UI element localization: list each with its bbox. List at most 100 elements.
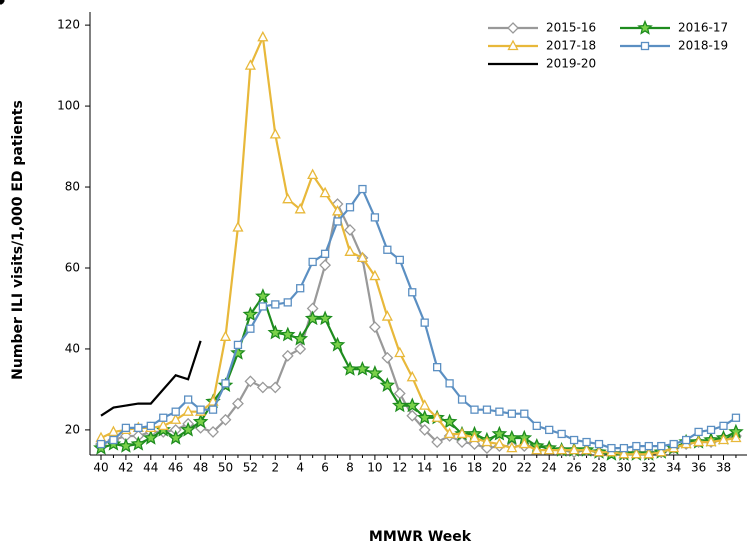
point [134, 423, 143, 433]
point [406, 409, 419, 422]
x-tick-label: 12 [392, 461, 407, 475]
point [381, 351, 394, 364]
point [618, 447, 630, 459]
point [395, 255, 404, 265]
x-tick-label: 22 [517, 461, 532, 475]
point [344, 224, 356, 236]
point [379, 377, 396, 392]
point [192, 413, 209, 429]
x-axis-title: MMWR Week [369, 529, 472, 545]
point [207, 426, 219, 438]
point [706, 425, 716, 435]
x-tick-label: 50 [218, 461, 233, 475]
point [493, 437, 505, 449]
point [208, 405, 218, 414]
point [393, 387, 406, 400]
point [406, 370, 418, 382]
point [431, 436, 444, 448]
point [481, 435, 493, 447]
y-tick-label: 40 [65, 341, 80, 355]
point [182, 405, 194, 416]
point [281, 349, 294, 362]
legend-label: 2016-17 [678, 21, 728, 35]
point [242, 306, 259, 322]
point [255, 288, 271, 304]
point [394, 346, 406, 358]
point [669, 439, 678, 449]
point [717, 433, 730, 445]
point [408, 288, 417, 297]
point [441, 413, 458, 429]
point [543, 443, 555, 455]
point [369, 269, 381, 281]
legend-marker [637, 19, 653, 35]
y-axis-title: Number ILI visits/1,000 ED patients [10, 100, 26, 380]
series-line [100, 340, 202, 417]
point [219, 413, 232, 426]
point [219, 330, 232, 341]
point [280, 326, 296, 342]
point [456, 427, 468, 439]
x-tick-label: 10 [367, 461, 382, 475]
point [159, 413, 168, 422]
x-tick-label: 40 [93, 461, 108, 475]
point [320, 249, 330, 258]
point [170, 413, 182, 424]
point [304, 310, 321, 326]
point [118, 437, 134, 453]
point [404, 397, 421, 413]
x-tick-label: 32 [641, 461, 656, 475]
point [167, 429, 184, 445]
point [368, 321, 381, 334]
x-tick-label: 28 [591, 461, 606, 475]
point [491, 425, 508, 441]
point [719, 421, 728, 431]
point [143, 429, 159, 445]
point [457, 395, 467, 404]
point [381, 310, 393, 321]
legend-label: 2017-18 [546, 39, 596, 53]
point [556, 443, 568, 455]
point [232, 397, 244, 410]
point [694, 427, 703, 437]
point [593, 445, 605, 457]
point [370, 213, 380, 222]
y-tick-label: 100 [57, 99, 80, 113]
point [419, 399, 431, 410]
point [495, 407, 504, 416]
point [568, 443, 580, 455]
point [693, 435, 705, 447]
y-tick-label: 20 [65, 422, 80, 436]
point [308, 257, 317, 267]
x-tick-label: 36 [691, 461, 706, 475]
point [520, 409, 529, 418]
point [657, 441, 666, 451]
point [196, 405, 205, 414]
x-tick-label: 48 [193, 461, 208, 475]
y-tick-label: 120 [57, 18, 80, 32]
point [445, 379, 454, 388]
point [345, 203, 355, 212]
point [619, 443, 629, 453]
point [418, 423, 431, 436]
legend-marker [640, 41, 650, 51]
point [146, 421, 155, 431]
point [630, 447, 642, 459]
legend-marker [507, 39, 519, 51]
point [157, 419, 169, 431]
point [180, 421, 196, 437]
point [109, 435, 118, 445]
point [344, 245, 356, 256]
point [183, 395, 193, 404]
x-tick-label: 52 [243, 461, 258, 475]
point [96, 439, 106, 449]
point [532, 421, 541, 431]
point [557, 429, 566, 439]
point [580, 443, 593, 455]
point [705, 435, 717, 447]
point [333, 217, 342, 226]
point [367, 364, 383, 380]
point [444, 427, 456, 439]
point [107, 425, 120, 437]
point [342, 361, 358, 376]
